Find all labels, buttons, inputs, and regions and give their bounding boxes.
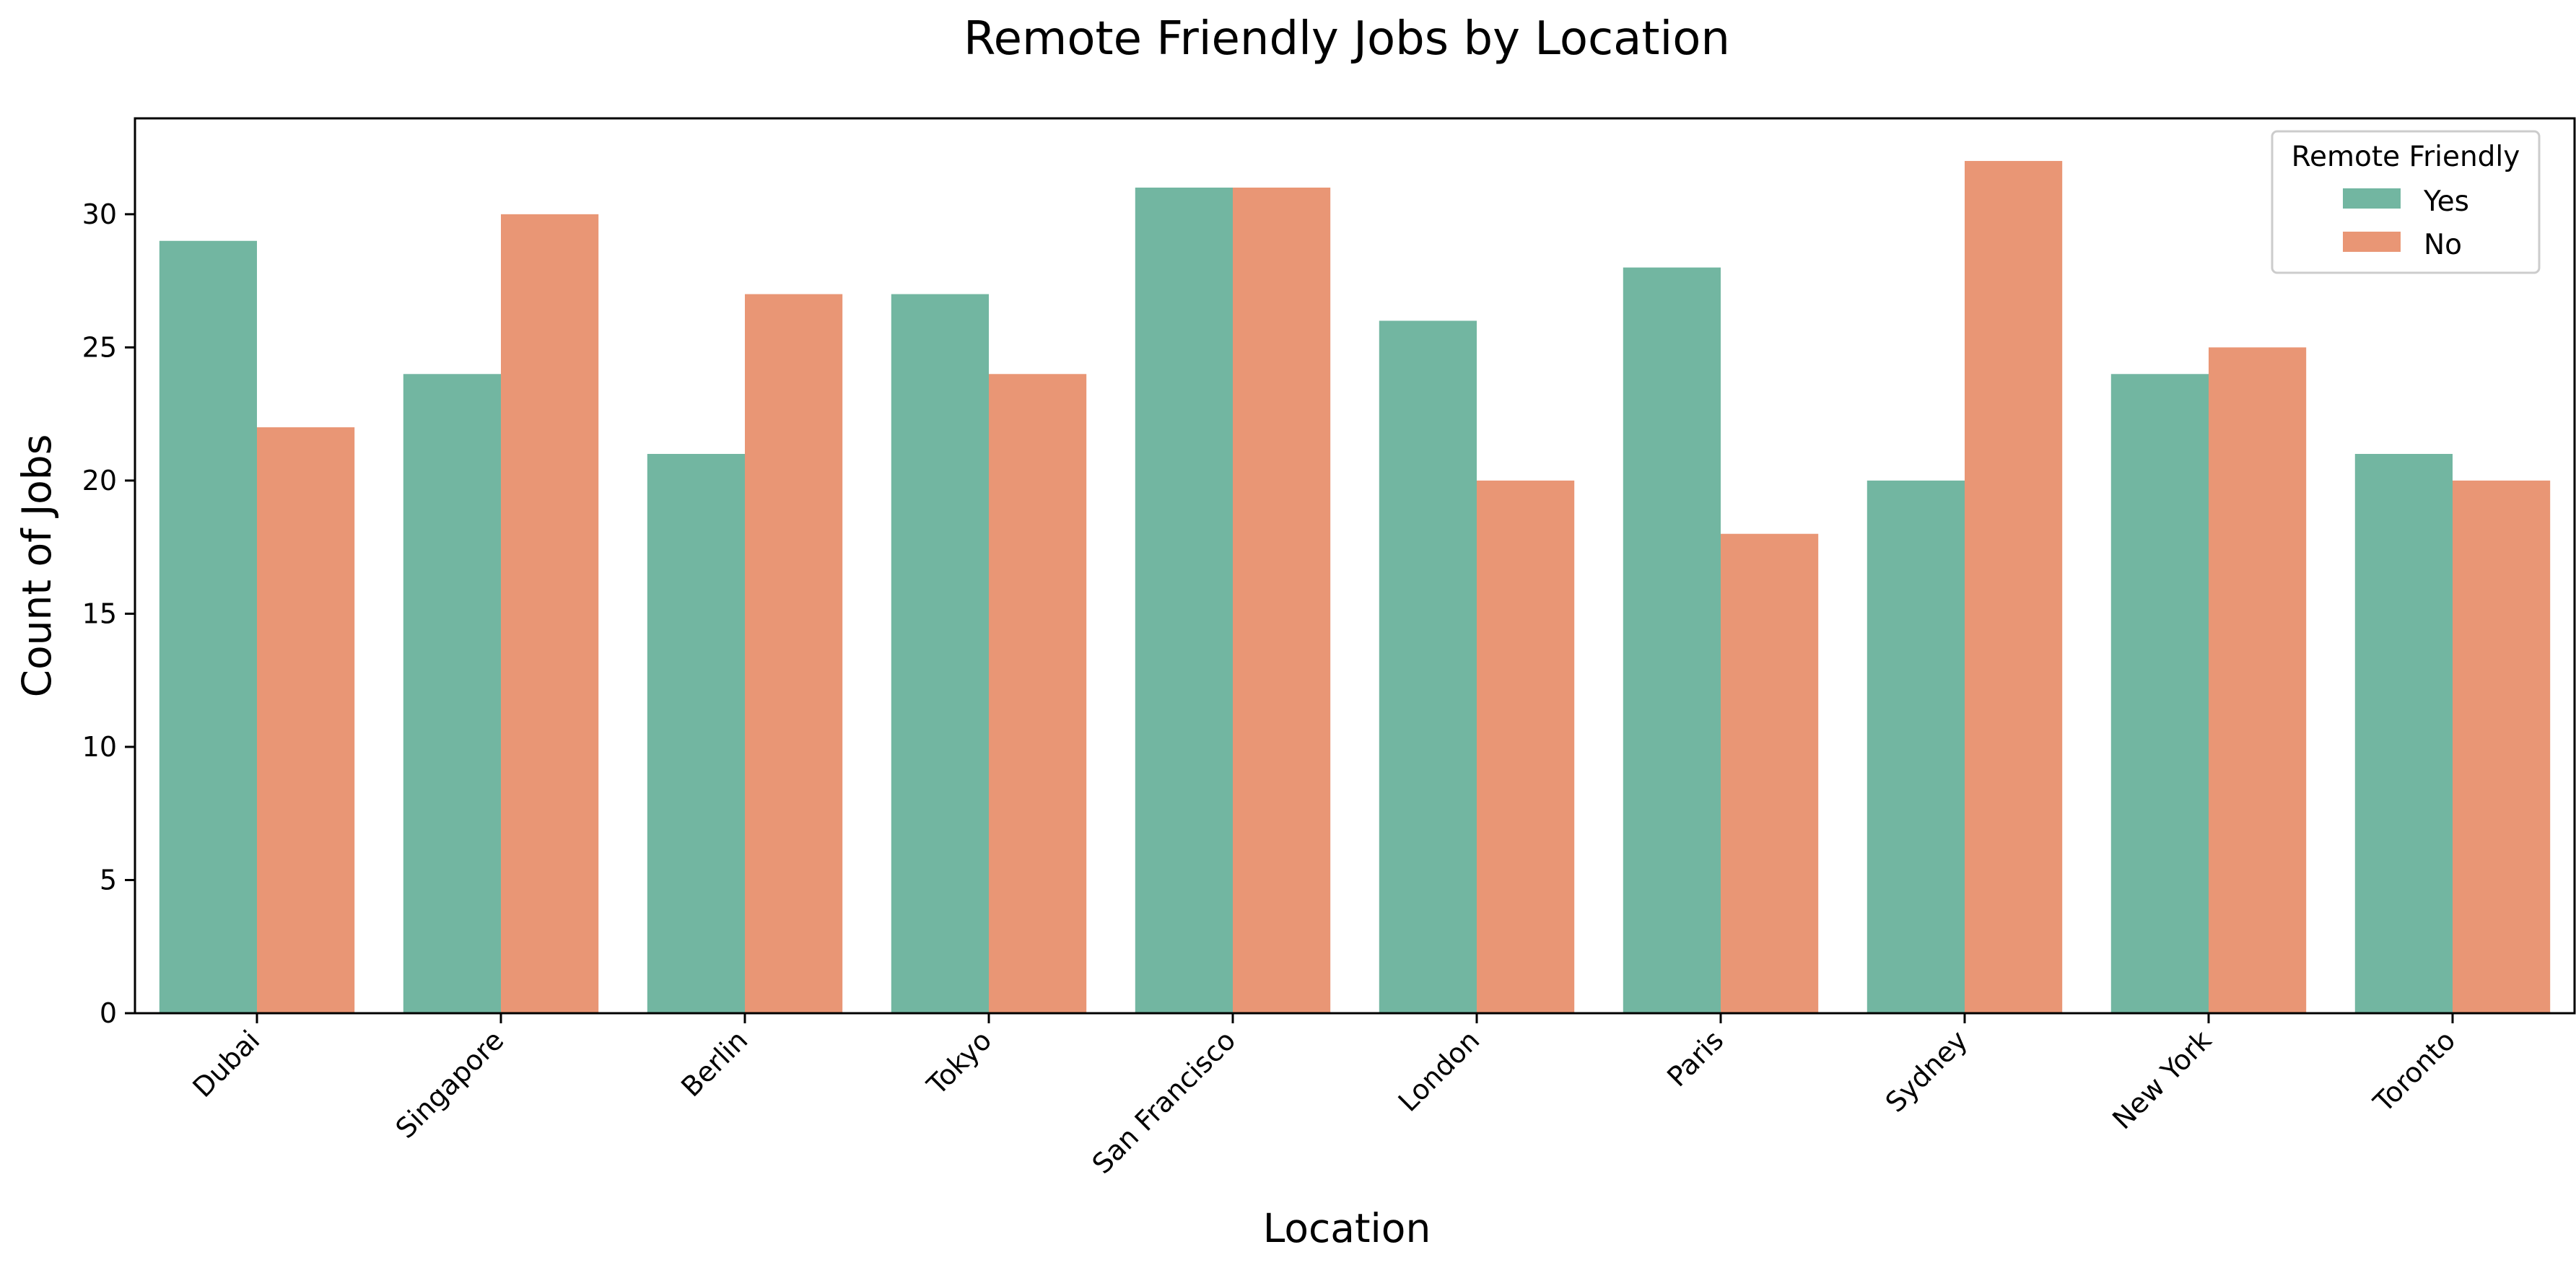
bar-toronto-yes xyxy=(2354,454,2453,1013)
bar-new-york-no xyxy=(2209,347,2307,1013)
legend-title: Remote Friendly xyxy=(2292,141,2520,173)
bar-dubai-yes xyxy=(159,240,257,1013)
bar-paris-yes xyxy=(1623,267,1721,1014)
plot-frame xyxy=(134,117,2576,1015)
bar-london-no xyxy=(1477,480,1575,1013)
bar-singapore-no xyxy=(501,214,599,1013)
y-tick-label-0: 0 xyxy=(100,997,117,1029)
x-axis-label: Location xyxy=(1263,1205,1431,1251)
bar-paris-no xyxy=(1721,533,1819,1013)
legend-swatch-yes xyxy=(2343,188,2401,209)
bar-london-yes xyxy=(1379,320,1477,1013)
legend-swatch-no xyxy=(2343,232,2401,252)
bar-berlin-yes xyxy=(647,454,745,1013)
bar-tokyo-yes xyxy=(891,294,989,1014)
bar-singapore-yes xyxy=(403,374,501,1013)
y-axis-label: Count of Jobs xyxy=(14,434,60,698)
bar-tokyo-no xyxy=(989,374,1087,1013)
bar-sydney-no xyxy=(1965,161,2063,1014)
y-tick-label-15: 15 xyxy=(82,598,117,629)
y-axis: 0 5 10 15 20 25 30 xyxy=(82,198,135,1029)
bar-new-york-yes xyxy=(2110,374,2209,1013)
bar-sydney-yes xyxy=(1866,480,1965,1013)
bars-group xyxy=(159,161,2551,1014)
y-tick-label-25: 25 xyxy=(82,331,117,363)
y-tick-label-30: 30 xyxy=(82,198,117,230)
legend: Remote Friendly Yes No xyxy=(2271,130,2541,274)
legend-label-yes: Yes xyxy=(2423,185,2469,218)
bar-berlin-no xyxy=(745,294,843,1014)
bar-toronto-no xyxy=(2453,480,2551,1013)
chart-title: Remote Friendly Jobs by Location xyxy=(964,12,1730,66)
bar-san-francisco-yes xyxy=(1135,187,1233,1013)
y-tick-label-10: 10 xyxy=(82,731,117,763)
bar-dubai-no xyxy=(257,427,355,1013)
legend-label-no: No xyxy=(2424,229,2462,261)
legend-box xyxy=(2271,130,2541,274)
y-tick-label-5: 5 xyxy=(100,864,117,896)
y-tick-label-20: 20 xyxy=(82,465,117,496)
bar-san-francisco-no xyxy=(1233,187,1331,1013)
